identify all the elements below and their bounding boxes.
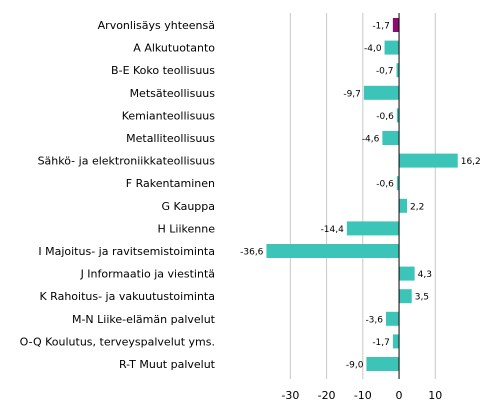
- value-labels: -1,7 -4,0 -0,7 -9,7 -0,6 -4,6 16,2 -0,6 2,2 -14,4…: [240, 22, 481, 371]
- category-label: K Rahoitus- ja vakuutustoiminta: [39, 290, 215, 303]
- category-label: G Kauppa: [162, 200, 215, 213]
- x-tick-label: 0: [396, 389, 403, 402]
- bar: [266, 244, 400, 258]
- category-label: F Rakentaminen: [126, 177, 215, 190]
- data-label: 2,2: [410, 202, 424, 212]
- data-label: -1,7: [372, 22, 390, 32]
- x-tick-label: -20: [318, 389, 336, 402]
- data-label: 3,5: [415, 293, 429, 303]
- category-label: B-E Koko teollisuus: [111, 64, 215, 77]
- data-label: -4,0: [364, 44, 382, 54]
- data-label: 16,2: [461, 157, 481, 167]
- bar: [399, 266, 415, 281]
- category-label: Metalliteollisuus: [126, 132, 215, 145]
- data-label: 4,3: [418, 270, 432, 280]
- category-label: J Informaatio ja viestintä: [80, 268, 215, 281]
- category-label: A Alkutuotanto: [133, 42, 215, 55]
- x-tick-label: -10: [354, 389, 372, 402]
- category-label: Arvonlisäys yhteensä: [98, 19, 215, 32]
- data-label: -14,4: [321, 225, 345, 235]
- bar: [366, 357, 400, 371]
- category-label: R-T Muut palvelut: [119, 358, 216, 371]
- bar: [346, 221, 400, 236]
- category-label: Metsäteollisuus: [130, 87, 216, 100]
- category-labels: Arvonlisäys yhteensä A Alkutuotanto B-E Ko…: [20, 19, 216, 371]
- category-label: Kemianteollisuus: [122, 109, 216, 122]
- bar: [384, 40, 400, 55]
- data-label: -0,6: [376, 112, 394, 122]
- x-axis-ticks: -30 -20 -10 0 10: [281, 389, 442, 402]
- bar: [399, 153, 458, 168]
- bar: [396, 176, 400, 191]
- bar: [399, 198, 408, 213]
- x-tick-label: -30: [281, 389, 299, 402]
- bar: [363, 85, 400, 100]
- data-label: -36,6: [240, 248, 264, 258]
- data-label: -1,7: [372, 338, 390, 348]
- bar: [399, 289, 412, 304]
- category-label: H Liikenne: [158, 222, 216, 235]
- bars: [266, 18, 458, 371]
- category-label: M-N Liike-elämän palvelut: [72, 313, 216, 326]
- data-label: -3,6: [365, 315, 383, 325]
- category-label: I Majoitus- ja ravitsemistoiminta: [38, 245, 215, 258]
- bar: [396, 63, 400, 78]
- x-tick-label: 10: [428, 389, 442, 402]
- bar: [392, 334, 400, 349]
- gridlines: [289, 13, 436, 379]
- data-label: -4,6: [362, 135, 380, 145]
- bar: [396, 108, 400, 123]
- bar: [392, 18, 400, 32]
- bar: [386, 311, 400, 326]
- bar: [382, 131, 400, 145]
- data-label: -0,6: [376, 180, 394, 190]
- category-label: O-Q Koulutus, terveyspalvelut yms.: [20, 335, 215, 348]
- data-label: -0,7: [376, 67, 394, 77]
- category-label: Sähkö- ja elektroniikkateollisuus: [38, 155, 216, 168]
- data-label: -9,7: [343, 89, 361, 99]
- data-label: -9,0: [346, 361, 364, 371]
